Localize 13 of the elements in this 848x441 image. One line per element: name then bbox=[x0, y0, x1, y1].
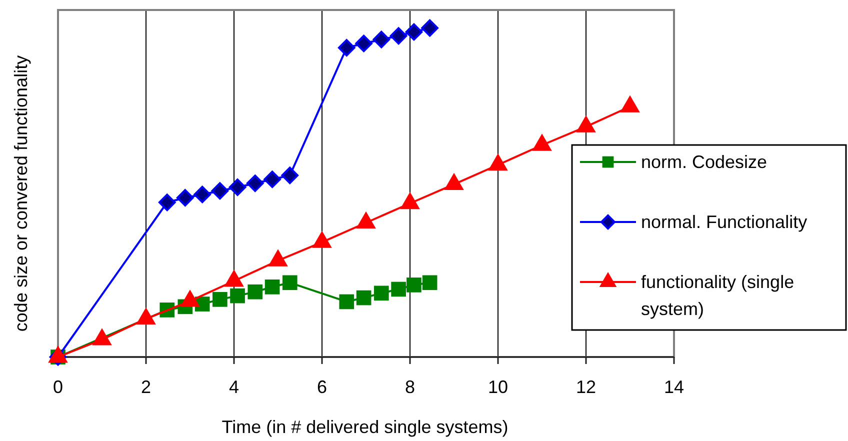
x-tick-label: 8 bbox=[404, 377, 416, 397]
x-tick-label: 0 bbox=[52, 377, 64, 397]
x-tick-label: 10 bbox=[488, 377, 508, 397]
x-tick-label: 12 bbox=[576, 377, 596, 397]
x-tick-label: 4 bbox=[228, 377, 240, 397]
legend-label: norm. Codesize bbox=[641, 152, 768, 172]
y-axis-title: code size or convered functionality bbox=[11, 55, 31, 332]
x-axis-title: Time (in # delivered single systems) bbox=[222, 417, 508, 437]
x-tick-label: 2 bbox=[140, 377, 152, 397]
legend-label: functionality (single system) bbox=[641, 272, 794, 319]
x-tick-label: 6 bbox=[316, 377, 328, 397]
x-tick-label: 14 bbox=[664, 377, 684, 397]
legend-label: normal. Functionality bbox=[641, 212, 808, 232]
